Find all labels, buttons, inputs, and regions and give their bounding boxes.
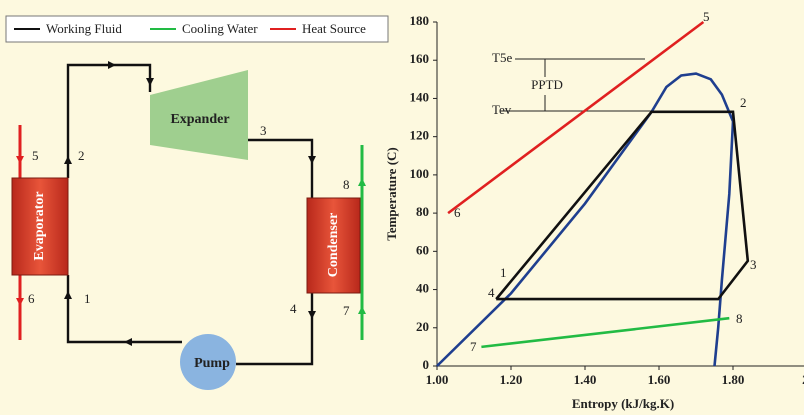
annotation: PPTD — [531, 77, 563, 92]
state-label: 2 — [78, 148, 85, 163]
point-label: 5 — [703, 9, 710, 24]
pipe — [248, 138, 314, 198]
y-tick-label: 160 — [410, 51, 430, 66]
evaporator — [11, 177, 69, 276]
condenser-label: Condenser — [326, 213, 341, 278]
expander-label: Expander — [170, 112, 229, 127]
pump-label: Pump — [194, 356, 230, 371]
x-tick-label: 1.60 — [648, 372, 671, 387]
point-label: 3 — [750, 257, 757, 272]
point-label: 4 — [488, 285, 495, 300]
state-label: 6 — [28, 291, 35, 306]
x-tick-label: 1.40 — [574, 372, 597, 387]
point-label: 6 — [454, 205, 461, 220]
annotation: Tev — [492, 102, 512, 117]
y-tick-label: 60 — [416, 242, 429, 257]
condenser — [306, 197, 361, 294]
expander — [150, 70, 248, 160]
legend-label: Cooling Water — [182, 21, 258, 36]
point-label: 8 — [736, 311, 743, 326]
series-line — [436, 72, 735, 367]
state-label: 8 — [343, 177, 350, 192]
y-axis-title: Temperature (C) — [384, 147, 399, 241]
legend-label: Heat Source — [302, 21, 366, 36]
x-tick-label: 1.80 — [722, 372, 745, 387]
pptd-bg — [526, 77, 568, 95]
y-tick-label: 180 — [410, 13, 430, 28]
x-tick-label: 2. — [802, 372, 804, 387]
annotation: T5e — [492, 50, 512, 65]
x-tick-label: 1.00 — [426, 372, 449, 387]
series-line — [481, 316, 730, 349]
state-label: 5 — [32, 148, 39, 163]
point-label: 2 — [740, 95, 747, 110]
legend: Working Fluid Cooling Water Heat Source — [5, 15, 389, 43]
y-tick-label: 20 — [416, 319, 429, 334]
state-label: 3 — [260, 123, 267, 138]
y-tick-label: 100 — [410, 166, 430, 181]
pump — [180, 334, 236, 390]
y-tick-label: 140 — [410, 89, 430, 104]
y-tick-label: 40 — [416, 281, 429, 296]
legend-label: Working Fluid — [46, 21, 122, 36]
y-tick-label: 0 — [423, 357, 430, 372]
point-label: 7 — [470, 339, 477, 354]
ts-chart: T5e Tev PPTD — [492, 50, 733, 117]
state-label: 4 — [290, 301, 297, 316]
legend-box — [5, 15, 389, 43]
y-tick-label: 80 — [416, 204, 429, 219]
y-tick-label: 120 — [410, 128, 430, 143]
evaporator-label: Evaporator — [32, 191, 47, 260]
series-line — [495, 110, 750, 301]
x-axis-title: Entropy (kJ/kg.K) — [572, 396, 674, 411]
state-label: 1 — [84, 291, 91, 306]
x-tick-label: 1.20 — [500, 372, 523, 387]
series-line — [447, 20, 705, 215]
pipe — [66, 275, 182, 344]
point-label: 1 — [500, 265, 507, 280]
pipe — [236, 293, 314, 366]
state-label: 7 — [343, 303, 350, 318]
